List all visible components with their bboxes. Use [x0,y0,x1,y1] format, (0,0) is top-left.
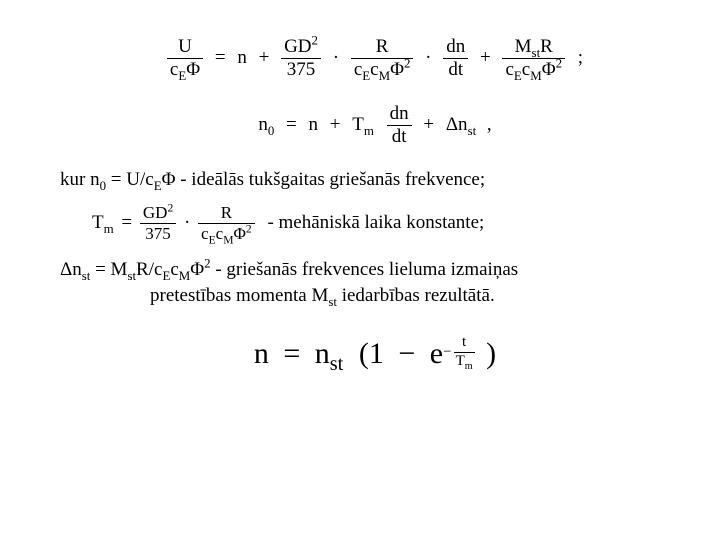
txt: t [454,334,475,352]
eq-operator: = [286,114,297,136]
eq-operator: + [330,114,341,136]
txt: − [443,344,451,361]
txt: iedarbības rezultātā. [337,285,495,306]
txt: n [315,337,330,370]
equation-2: n0 = n + Tm dn dt + Δnst , [60,103,690,148]
eq1-n: n [237,47,247,69]
txt: M [379,68,390,83]
txt: R [198,203,255,224]
txt: T [92,212,104,233]
txt: (1 [359,337,384,371]
txt: E [362,68,370,83]
equation-3: n = nst (1 − e − t Tm ) [60,334,690,370]
txt: 375 [140,224,176,244]
txt: = M [90,259,127,280]
txt: GD [284,36,311,57]
txt: n [309,114,319,136]
eq3-exponent: − t Tm [443,334,475,370]
txt: - mehāniskā laika konstante; [267,212,484,233]
txt: m [364,123,374,138]
eq-operator: = [283,337,300,371]
txt: st [330,353,344,375]
txt: ) [486,337,496,371]
tm-frac2: R cEcMΦ2 [198,203,255,243]
txt: M [530,68,541,83]
txt: = U/c [106,169,154,190]
eq1-term2: GD2 375 [281,36,321,81]
txt: dn [443,36,468,59]
eq1-lhs-fraction: U cEΦ [167,36,203,81]
txt: 2 [246,222,252,235]
txt: m [104,221,114,236]
eq-operator: + [480,47,491,69]
eq1-term5: MstR cEcMΦ2 [502,36,565,81]
txt: dn [387,103,412,126]
txt: E [514,68,522,83]
txt: e [430,337,443,371]
txt: 2 [404,56,410,71]
definition-delta-n: Δnst = MstR/cEcMΦ2 - griešanās frekvence… [60,257,690,308]
txt: n [254,337,269,371]
txt: R [540,36,553,57]
eq-operator: = [121,210,132,236]
txt: st [328,294,337,309]
txt: E [209,233,216,246]
txt: Φ - ideālās tukšgaitas griešanās frekven… [162,169,486,190]
txt: , [487,114,492,136]
txt: Φ [233,224,245,243]
txt: Δn [446,114,468,135]
txt: M [179,268,190,283]
txt: E [154,178,162,193]
txt: 2 [167,201,173,214]
txt: m [465,361,473,372]
txt: st [468,123,477,138]
txt: st [532,45,541,60]
tm-frac1: GD2 375 [140,203,176,243]
eq1-term4: dn dt [443,36,468,81]
txt: c [201,224,209,243]
eq-operator: · [184,210,190,236]
txt: Φ [390,59,404,80]
txt: c [522,59,530,80]
txt: 375 [281,59,321,81]
eq-operator: + [423,114,434,136]
txt: pretestības momenta M [150,285,328,306]
txt: Φ [542,59,556,80]
txt: c [170,259,178,280]
eq-operator: − [398,337,415,371]
eq1-term3: R cEcMΦ2 [351,36,414,81]
txt: c [370,59,378,80]
eq-operator: + [259,47,270,69]
txt: M [223,233,233,246]
eq1-tail: ; [578,47,583,69]
eq2-frac: dn dt [387,103,412,148]
page-root: U cEΦ = n + GD2 375 · R cEcMΦ2 · dn [0,0,720,540]
eq-operator: · [333,47,339,69]
txt: R/c [136,259,162,280]
txt: GD [143,203,168,222]
txt: 0 [268,123,274,138]
txt: T [352,114,364,135]
txt: 2 [312,33,318,48]
eq1-lhs-den-phi: Φ [186,59,200,80]
txt: - griešanās frekvences lieluma izmaiņas [211,259,519,280]
equation-1: U cEΦ = n + GD2 375 · R cEcMΦ2 · dn [60,36,690,81]
txt: T [456,353,465,369]
txt: st [127,268,136,283]
txt: c [505,59,513,80]
txt: 2 [556,56,562,71]
txt: kur n [60,169,100,190]
txt: c [354,59,362,80]
txt: Φ [190,259,204,280]
txt: M [515,36,532,57]
eq1-lhs-num: U [178,36,192,57]
txt: n [258,114,268,135]
eq-operator: · [425,47,431,69]
definition-n0: kur n0 = U/cEΦ - ideālās tukšgaitas grie… [60,167,690,193]
txt: dt [387,126,412,148]
definition-tm: Tm = GD2 375 · R cEcMΦ2 - mehāniskā laik… [60,203,690,243]
txt: dt [443,59,468,81]
txt: Δn [60,259,82,280]
eq-operator: = [215,47,226,69]
